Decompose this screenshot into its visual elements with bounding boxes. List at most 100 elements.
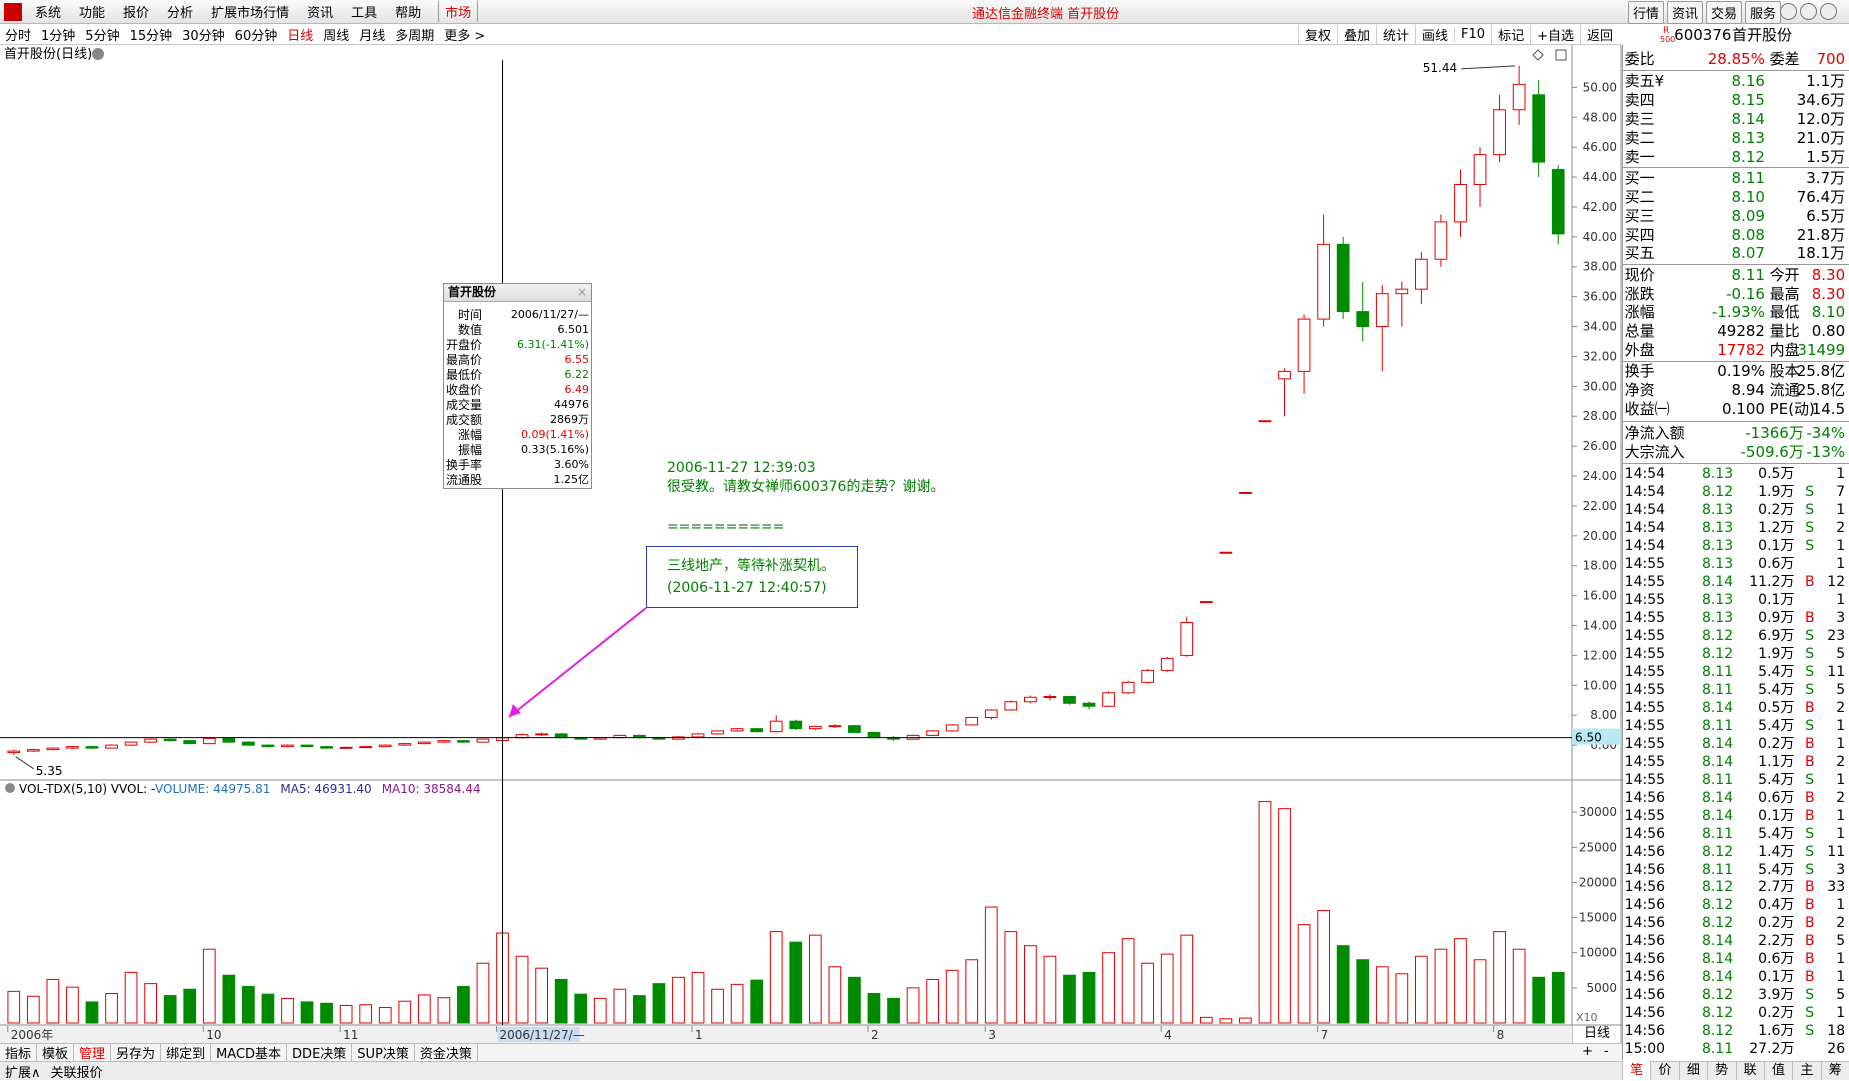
menu-item[interactable]: 报价	[123, 6, 150, 21]
window-tab[interactable]: 交易	[1706, 1, 1743, 24]
bottom-tab[interactable]: 管理	[74, 1043, 112, 1062]
side-tab[interactable]: 值	[1763, 1061, 1792, 1080]
period-label: 日线	[1584, 1026, 1611, 1041]
candle-body	[1141, 669, 1155, 683]
tick-volume: 5.4万	[1758, 825, 1795, 842]
period-tab[interactable]: 分时	[5, 28, 32, 44]
tick-time: 14:56	[1624, 861, 1666, 878]
tooltip-close[interactable]: ×	[576, 285, 587, 299]
side-tab[interactable]: 主	[1792, 1061, 1820, 1080]
period-tab[interactable]: 30分钟	[182, 28, 225, 44]
bottom-tab[interactable]: 绑定到	[161, 1043, 212, 1062]
tool-button[interactable]: 统计	[1376, 25, 1415, 44]
period-tab[interactable]: 多周期	[395, 28, 435, 44]
period-tab[interactable]: 1分钟	[41, 28, 76, 44]
zoom-in[interactable]: +	[1582, 1044, 1593, 1059]
bottom-tab[interactable]: SUP决策	[352, 1043, 415, 1062]
menu-item[interactable]: 分析	[167, 6, 194, 21]
menu-item[interactable]: 功能	[79, 6, 106, 21]
bottom-tab[interactable]: DDE决策	[287, 1043, 353, 1062]
menu-item[interactable]: 工具	[351, 6, 378, 21]
tool-button[interactable]: 标记	[1491, 25, 1530, 44]
volume-bar	[281, 997, 294, 1024]
period-tab[interactable]: 60分钟	[234, 28, 278, 44]
period-tab[interactable]: 周线	[323, 28, 350, 44]
tick-side: B	[1804, 879, 1815, 896]
period-tab[interactable]: 5分钟	[85, 28, 120, 44]
tick-count: 3	[1836, 861, 1846, 878]
window-tab[interactable]: 服务	[1745, 1, 1782, 24]
max-label: 51.44	[1423, 61, 1457, 75]
maximize-button[interactable]	[1800, 3, 1817, 20]
window-tab[interactable]: 资讯	[1667, 1, 1704, 24]
tick-price: 8.14	[1701, 807, 1734, 824]
tick-price: 8.11	[1701, 1041, 1734, 1058]
tick-price: 8.13	[1701, 519, 1734, 536]
candle-body	[1239, 491, 1252, 494]
side-tab[interactable]: 联	[1735, 1061, 1764, 1080]
tick-time: 14:55	[1624, 681, 1666, 698]
menu-item[interactable]: 帮助	[395, 6, 422, 21]
period-tab[interactable]: 日线	[287, 28, 314, 44]
zoom-out[interactable]: -	[1604, 1044, 1609, 1059]
tick-price: 8.12	[1701, 897, 1734, 914]
menu-item[interactable]: 资讯	[307, 6, 334, 21]
bottom-tab[interactable]: 模板	[37, 1043, 75, 1062]
volume-bar	[1551, 971, 1565, 1024]
tick-price: 8.13	[1701, 537, 1734, 554]
candle-body	[457, 740, 470, 743]
badge: 500	[1660, 35, 1676, 44]
menu-item[interactable]: 扩展市场行情	[211, 6, 290, 21]
tick-volume: 0.1万	[1758, 969, 1795, 986]
tool-button[interactable]: +自选	[1530, 25, 1580, 44]
stat-label: 外盘	[1624, 341, 1655, 360]
tool-button[interactable]: F10	[1454, 27, 1491, 42]
stat-value: 49282	[1717, 322, 1765, 341]
menu-item[interactable]: 系统	[35, 6, 62, 21]
period-tab[interactable]: 月线	[359, 28, 386, 44]
tool-button[interactable]: 复权	[1297, 25, 1337, 44]
tick-volume: 2.7万	[1758, 879, 1795, 896]
window-tab[interactable]: 行情	[1628, 1, 1665, 24]
tick-side: S	[1805, 645, 1815, 662]
tick-count: 1	[1836, 735, 1846, 752]
tool-button[interactable]: 叠加	[1336, 25, 1376, 44]
side-tab[interactable]: 细	[1678, 1061, 1707, 1080]
candle-body	[476, 738, 490, 743]
minimize-button[interactable]	[1780, 3, 1797, 20]
tool-button[interactable]: 返回	[1579, 25, 1619, 44]
tick-volume: 0.6万	[1758, 789, 1795, 806]
period-tab[interactable]: 更多 >	[444, 28, 486, 44]
volume-bar	[945, 969, 959, 1024]
side-tab[interactable]: 价	[1650, 1061, 1678, 1080]
tick-price: 8.13	[1701, 465, 1734, 482]
bottom-tab[interactable]: 资金决策	[415, 1043, 478, 1062]
bottom-tab[interactable]: 另存为	[111, 1043, 162, 1062]
volume-bar	[437, 997, 451, 1024]
x-tick-label: 8	[1497, 1028, 1505, 1042]
tick-count: 1	[1836, 501, 1846, 518]
tick-price: 8.11	[1701, 717, 1734, 734]
tooltip-label: 最高价	[445, 353, 482, 367]
status-item[interactable]: 扩展∧	[5, 1065, 41, 1081]
side-tab[interactable]: 笔	[1622, 1061, 1651, 1080]
tick-time: 14:56	[1624, 1023, 1666, 1040]
window-controls	[1780, 3, 1837, 20]
tool-button[interactable]: 画线	[1415, 25, 1454, 44]
bottom-tab[interactable]: MACD基本	[211, 1043, 288, 1062]
tick-volume: 0.6万	[1758, 951, 1795, 968]
candle-body	[848, 725, 861, 733]
period-tab[interactable]: 15分钟	[129, 28, 173, 44]
side-tab[interactable]: 筹	[1820, 1061, 1849, 1080]
close-button[interactable]	[1820, 3, 1837, 20]
candle-body	[1258, 420, 1272, 423]
bottom-tab[interactable]: 指标	[0, 1043, 38, 1062]
tick-volume: 1.9万	[1758, 483, 1795, 500]
tick-time: 14:56	[1624, 933, 1666, 950]
status-item[interactable]: 关联报价	[50, 1065, 103, 1081]
tooltip-label: 换手率	[445, 458, 482, 472]
candle-body	[1121, 681, 1135, 694]
tooltip-label: 成交量	[445, 398, 482, 412]
side-tab[interactable]: 势	[1707, 1061, 1735, 1080]
menu-market[interactable]: 市场	[438, 1, 479, 22]
